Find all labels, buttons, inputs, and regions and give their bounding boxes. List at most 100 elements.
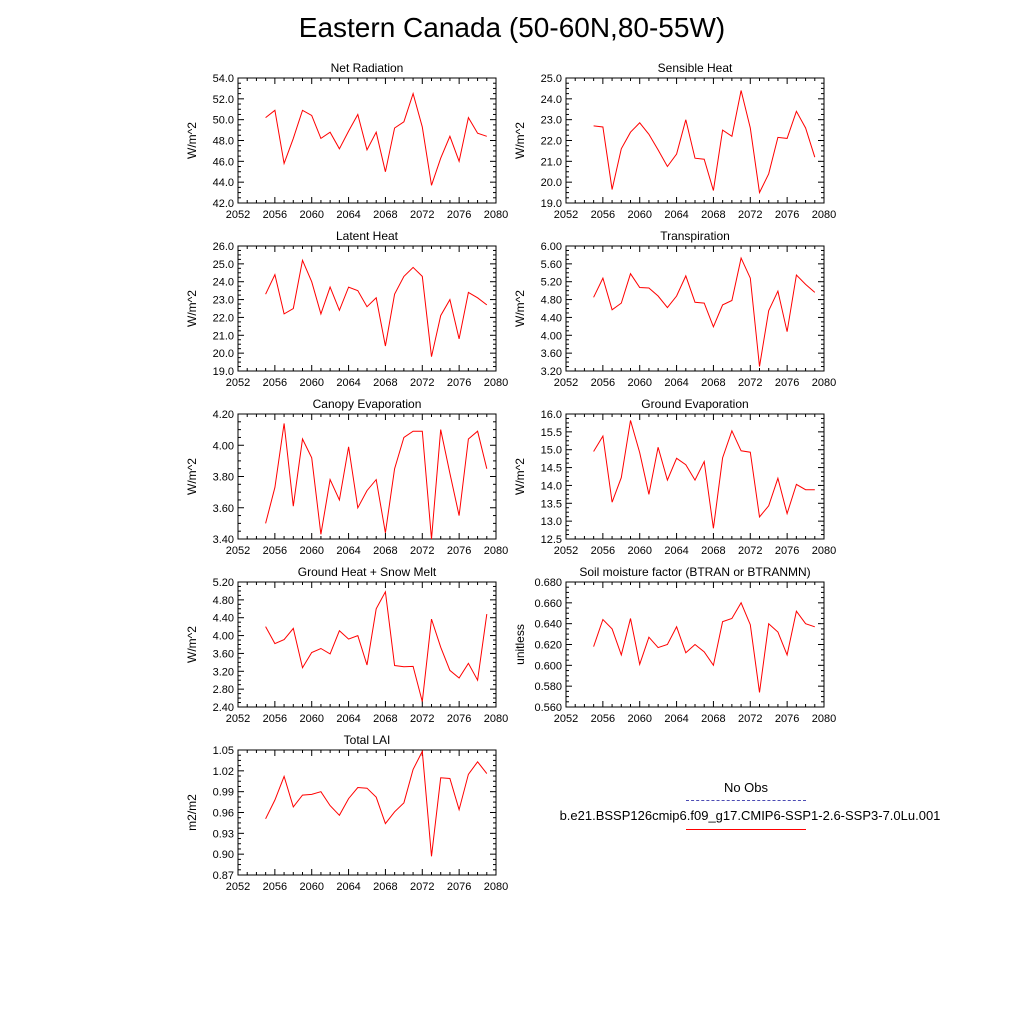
y-tick-label: 0.620 [534,640,562,652]
x-tick-label: 2064 [336,713,360,725]
y-axis-label: W/m^2 [185,122,199,159]
y-tick-label: 0.660 [534,598,562,610]
y-axis-label: W/m^2 [513,290,527,327]
x-tick-label: 2056 [263,881,287,893]
panel-title: Soil moisture factor (BTRAN or BTRANMN) [579,565,810,579]
x-tick-label: 2072 [410,209,434,221]
y-tick-label: 46.0 [213,156,234,168]
y-tick-label: 4.40 [541,312,562,324]
y-tick-label: 24.0 [541,94,562,106]
x-tick-label: 2076 [447,881,471,893]
y-tick-label: 1.02 [213,766,234,778]
x-tick-label: 2072 [410,545,434,557]
x-tick-label: 2068 [701,545,725,557]
plot-frame [565,245,825,372]
y-tick-label: 23.0 [213,295,234,307]
panel-title: Canopy Evaporation [313,397,422,411]
plot-frame [237,245,497,372]
y-tick-label: 20.0 [213,348,234,360]
y-tick-label: 3.20 [213,666,234,678]
y-tick-label: 0.93 [213,828,234,840]
x-tick-label: 2056 [591,713,615,725]
x-tick-label: 2064 [336,545,360,557]
panel-title: Net Radiation [331,61,404,75]
x-tick-label: 2068 [373,713,397,725]
y-tick-label: 5.60 [541,259,562,271]
y-tick-label: 3.40 [213,534,234,546]
y-axis-label: m2/m2 [185,794,199,831]
x-tick-label: 2072 [738,713,762,725]
y-tick-label: 23.0 [541,115,562,127]
x-tick-label: 2064 [664,377,688,389]
x-tick-label: 2080 [484,713,508,725]
y-tick-label: 26.0 [213,241,234,253]
x-tick-label: 2072 [410,713,434,725]
y-tick-label: 54.0 [213,73,234,85]
y-tick-label: 13.5 [541,498,562,510]
x-tick-label: 2056 [591,545,615,557]
legend-case-line [686,829,806,830]
x-tick-label: 2056 [263,209,287,221]
x-tick-label: 2056 [263,545,287,557]
x-tick-label: 2056 [263,713,287,725]
y-tick-label: 4.00 [213,440,234,452]
y-tick-label: 3.60 [213,648,234,660]
series-line [265,258,488,357]
x-tick-label: 2060 [299,377,323,389]
x-tick-label: 2080 [812,545,836,557]
x-tick-label: 2076 [775,209,799,221]
y-tick-label: 0.96 [213,808,234,820]
y-tick-label: 6.00 [541,241,562,253]
series-line [265,590,488,702]
y-tick-label: 21.0 [541,156,562,168]
x-tick-label: 2060 [627,545,651,557]
y-tick-label: 24.0 [213,277,234,289]
plot-frame [237,77,497,204]
y-axis-label: unitless [513,624,527,665]
y-axis-label: W/m^2 [185,290,199,327]
y-tick-label: 0.87 [213,870,234,882]
panel-title: Transpiration [660,229,730,243]
y-tick-label: 25.0 [541,73,562,85]
panel-title: Sensible Heat [658,61,733,75]
x-tick-label: 2064 [336,377,360,389]
x-tick-label: 2056 [591,377,615,389]
y-tick-label: 3.20 [541,366,562,378]
x-tick-label: 2076 [775,545,799,557]
x-tick-label: 2056 [591,209,615,221]
y-tick-label: 2.80 [213,684,234,696]
x-tick-label: 2072 [738,377,762,389]
plot-frame [237,581,497,708]
chart-panel: Ground Evaporation W/m^2 12.5 13.0 13.5 14.0 1… [513,397,836,557]
x-tick-label: 2076 [447,209,471,221]
y-tick-label: 19.0 [541,198,562,210]
chart-panel: Latent Heat W/m^2 19.0 20.0 21.0 22.0 23.0 24.0… [185,229,508,389]
x-tick-label: 2072 [410,881,434,893]
x-tick-label: 2068 [701,713,725,725]
panel-title: Ground Heat + Snow Melt [298,565,437,579]
y-tick-label: 0.600 [534,660,562,672]
x-tick-label: 2052 [554,713,578,725]
x-tick-label: 2060 [627,713,651,725]
y-axis-label: W/m^2 [513,122,527,159]
x-tick-label: 2060 [299,545,323,557]
x-tick-label: 2060 [299,209,323,221]
legend-obs-label: No Obs [723,780,769,795]
x-tick-label: 2080 [812,377,836,389]
x-tick-label: 2052 [226,713,250,725]
x-tick-label: 2076 [775,713,799,725]
panel-title: Total LAI [344,733,391,747]
y-tick-label: 22.0 [541,136,562,148]
chart-panel: Soil moisture factor (BTRAN or BTRANMN) u… [513,565,836,725]
y-axis-label: W/m^2 [185,458,199,495]
x-tick-label: 2052 [226,881,250,893]
chart-panel: Transpiration W/m^2 3.20 3.60 4.00 4.40 4.80 5.… [513,229,836,389]
y-tick-label: 25.0 [213,259,234,271]
x-tick-label: 2068 [701,377,725,389]
y-tick-label: 4.00 [541,330,562,342]
y-tick-label: 4.40 [213,613,234,625]
y-tick-label: 0.580 [534,681,562,693]
x-tick-label: 2060 [627,377,651,389]
y-tick-label: 3.80 [213,472,234,484]
y-tick-label: 4.80 [541,295,562,307]
